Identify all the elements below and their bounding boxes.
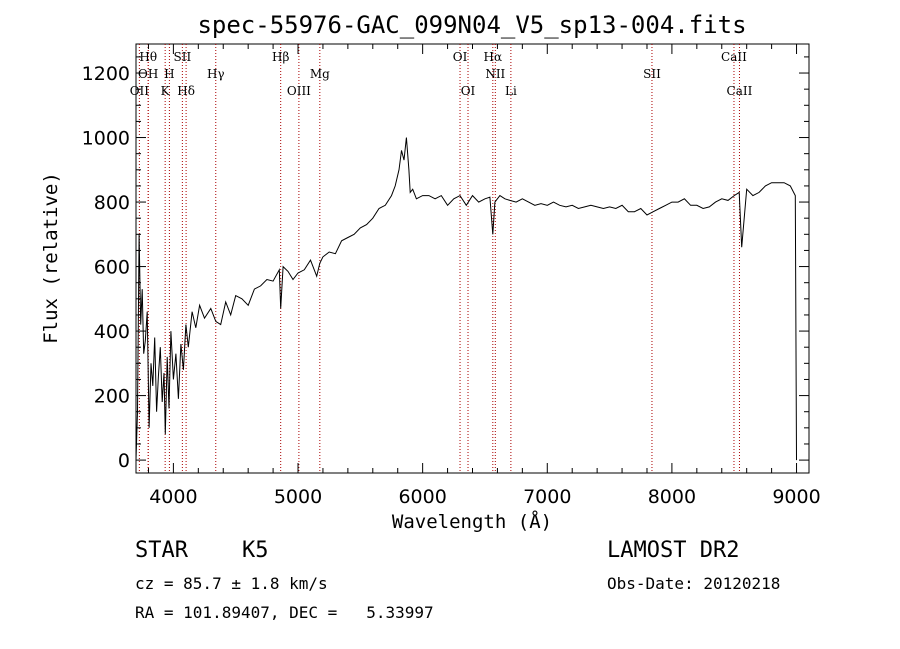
chart-title: spec-55976-GAC_099N04_V5_sp13-004.fits	[197, 11, 746, 39]
y-tick-label-0: 0	[118, 450, 130, 472]
marker-label-5: SII	[174, 50, 192, 64]
marker-lines	[138, 44, 740, 473]
y-axis-label: Flux (relative)	[40, 172, 62, 344]
x-tick-label-4: 8000	[648, 486, 696, 508]
x-tick-label-0: 4000	[149, 486, 197, 508]
obs-date: Obs-Date: 20120218	[607, 574, 781, 593]
marker-label-15: Li	[505, 84, 517, 98]
marker-label-9: OIII	[287, 84, 311, 98]
y-tick-label-6: 1200	[82, 63, 130, 85]
x-tick-label-5: 9000	[772, 486, 820, 508]
marker-label-4: K	[161, 84, 171, 98]
redshift-readout: cz = 85.7 ± 1.8 km/s	[135, 574, 328, 593]
marker-label-3: H	[164, 67, 174, 81]
y-tick-label-4: 800	[94, 192, 130, 214]
x-axis-label: Wavelength (Å)	[392, 510, 552, 533]
plot-frame	[135, 43, 810, 474]
marker-label-16: SII	[643, 67, 661, 81]
y-tick-label-1: 200	[94, 386, 130, 408]
marker-label-12: OI	[461, 84, 476, 98]
marker-label-14: NII	[485, 67, 505, 81]
marker-label-13: Hα	[484, 50, 503, 64]
x-tick-label-3: 7000	[523, 486, 571, 508]
x-tick-label-1: 5000	[274, 486, 322, 508]
y-tick-label-2: 400	[94, 321, 130, 343]
x-tick-label-2: 6000	[398, 486, 446, 508]
marker-label-8: Hβ	[272, 50, 289, 64]
marker-label-1: OH	[138, 67, 158, 81]
marker-label-10: Mg	[310, 67, 330, 81]
x-axis: 4000 5000 6000 7000 8000 9000	[147, 44, 821, 508]
y-tick-label-5: 1000	[82, 128, 130, 150]
marker-label-0: Hθ	[139, 50, 157, 64]
object-subclass: K5	[242, 538, 269, 563]
y-tick-label-3: 600	[94, 257, 130, 279]
marker-label-6: Hδ	[177, 84, 195, 98]
object-class: STAR	[135, 538, 188, 563]
marker-label-7: Hγ	[207, 67, 225, 81]
coordinates: RA = 101.89407, DEC = 5.33997	[135, 603, 434, 622]
spectrum-line	[135, 137, 797, 461]
marker-label-18: CaII	[727, 84, 753, 98]
y-axis: 0 200 400 600 800 1000 1200	[82, 56, 809, 472]
survey-name: LAMOST DR2	[607, 538, 740, 563]
marker-label-17: CaII	[721, 50, 747, 64]
marker-label-2: OII	[130, 84, 150, 98]
marker-label-11: OI	[453, 50, 468, 64]
